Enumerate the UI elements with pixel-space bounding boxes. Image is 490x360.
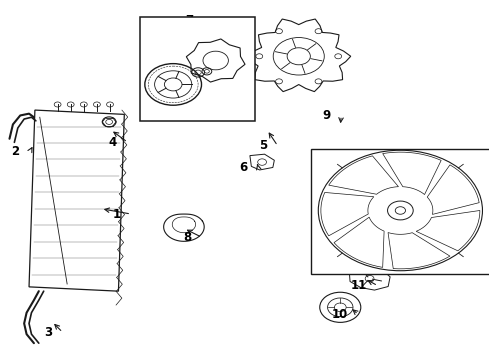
Text: 4: 4 [109,136,117,149]
Text: 8: 8 [183,231,191,244]
Text: 5: 5 [259,139,267,152]
Text: 6: 6 [239,161,247,174]
Text: 10: 10 [331,308,347,321]
Bar [311,149,490,274]
Bar [140,17,255,121]
Text: 7: 7 [186,14,194,27]
Text: 2: 2 [11,145,19,158]
Text: 1: 1 [112,208,121,221]
Text: 3: 3 [44,326,52,339]
Text: 9: 9 [322,109,331,122]
Text: 11: 11 [351,279,367,292]
